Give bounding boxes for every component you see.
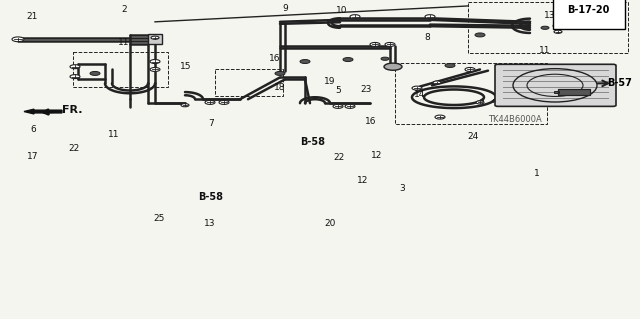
Text: 20: 20: [324, 219, 336, 228]
Text: 5: 5: [335, 86, 341, 95]
Text: 22: 22: [68, 144, 79, 152]
Text: FR.: FR.: [44, 105, 83, 115]
Circle shape: [475, 33, 485, 37]
Circle shape: [275, 71, 285, 75]
Circle shape: [350, 15, 360, 19]
Circle shape: [90, 71, 100, 75]
Text: 7: 7: [208, 119, 214, 128]
Bar: [73, 52, 168, 87]
Text: 16: 16: [269, 54, 281, 63]
Text: 16: 16: [365, 117, 377, 126]
Text: 24: 24: [467, 132, 479, 141]
Text: TK44B6000A: TK44B6000A: [488, 115, 542, 123]
Text: B-17-20: B-17-20: [568, 5, 610, 15]
Text: B-57: B-57: [607, 78, 632, 87]
Text: 2: 2: [121, 5, 127, 14]
Circle shape: [433, 81, 441, 84]
Circle shape: [300, 60, 310, 63]
Circle shape: [385, 42, 395, 47]
Text: 12: 12: [357, 176, 369, 186]
Bar: [554, 91, 559, 93]
Text: 8: 8: [424, 33, 430, 42]
Circle shape: [385, 63, 401, 70]
Bar: [395, 63, 547, 124]
Text: 19: 19: [324, 77, 336, 86]
FancyArrow shape: [24, 109, 62, 114]
Circle shape: [219, 100, 229, 104]
Text: 13: 13: [204, 219, 216, 228]
Bar: [215, 70, 283, 96]
Text: 21: 21: [26, 12, 38, 21]
Circle shape: [412, 86, 422, 90]
Circle shape: [343, 57, 353, 62]
Text: 11: 11: [118, 38, 130, 47]
Circle shape: [12, 37, 24, 42]
Circle shape: [181, 104, 189, 107]
Circle shape: [370, 42, 380, 47]
Text: 11: 11: [108, 130, 120, 139]
Text: 18: 18: [275, 83, 285, 92]
Text: 17: 17: [28, 152, 39, 161]
Circle shape: [476, 101, 484, 104]
Circle shape: [384, 63, 402, 70]
Text: 10: 10: [336, 6, 348, 15]
Circle shape: [554, 30, 562, 33]
Circle shape: [205, 100, 215, 104]
Circle shape: [345, 104, 355, 108]
FancyBboxPatch shape: [495, 64, 616, 106]
Text: 9: 9: [282, 4, 288, 13]
Circle shape: [541, 26, 549, 29]
Circle shape: [445, 63, 455, 68]
Circle shape: [381, 57, 389, 60]
Circle shape: [70, 75, 80, 78]
Text: 23: 23: [360, 85, 372, 94]
Text: 11: 11: [540, 46, 551, 55]
Bar: [148, 34, 162, 44]
Bar: [468, 2, 628, 53]
Text: 13: 13: [544, 11, 556, 19]
Circle shape: [435, 115, 445, 119]
Text: 12: 12: [371, 151, 383, 160]
Text: B-58: B-58: [301, 137, 326, 147]
Circle shape: [425, 15, 435, 19]
Text: 6: 6: [30, 124, 36, 134]
Text: B-58: B-58: [198, 192, 223, 202]
Text: 1: 1: [534, 169, 540, 178]
Circle shape: [70, 65, 80, 69]
Circle shape: [553, 24, 563, 28]
Text: 22: 22: [333, 153, 344, 162]
Circle shape: [465, 68, 475, 71]
Circle shape: [151, 36, 159, 39]
Bar: [558, 89, 590, 95]
Circle shape: [333, 104, 343, 108]
Text: 3: 3: [399, 184, 405, 193]
Circle shape: [150, 68, 160, 71]
Bar: [558, 89, 590, 95]
Text: 14: 14: [414, 90, 426, 99]
Text: 15: 15: [180, 62, 192, 71]
Circle shape: [150, 60, 160, 63]
Text: 25: 25: [154, 214, 164, 223]
